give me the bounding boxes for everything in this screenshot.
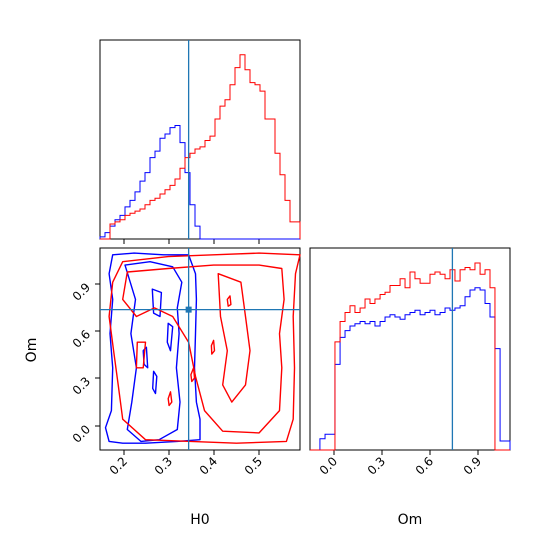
joint-x-tick-labels: 0.2 0.3 0.4 0.5	[107, 454, 265, 477]
joint-contour-red-3	[135, 341, 147, 369]
om-marginal-tick-label-0: 0.0	[317, 454, 340, 477]
h0-hist-series-1	[100, 54, 301, 240]
joint-truth-marker	[185, 306, 192, 313]
joint-y-ticks	[95, 283, 100, 427]
joint-y-tick-label-0: 0.0	[70, 422, 93, 445]
h0-marginal-x-ticks	[123, 239, 260, 244]
joint-contour-red-4	[210, 339, 216, 355]
om-axis-label: Om	[24, 338, 40, 363]
om-marginal-tick-label-2: 0.6	[413, 454, 436, 477]
joint-x-ticks	[123, 450, 260, 455]
om-marginal-tick-label-1: 0.3	[365, 454, 388, 477]
om-marginal-tick-label-3: 0.9	[461, 454, 484, 477]
om-hist-series-0	[310, 287, 511, 451]
joint-contour-blue-0	[104, 252, 201, 444]
om-marginal-x-ticks	[333, 450, 479, 455]
joint-contour-red-7	[190, 367, 196, 383]
joint-contour-red-6	[226, 295, 232, 307]
joint-frame	[99, 247, 301, 451]
joint-y-tick-label-3: 0.9	[70, 280, 93, 303]
joint-contour-red-0	[108, 252, 301, 444]
h0-hist-series-0	[99, 124, 300, 240]
joint-x-tick-label-1: 0.3	[152, 454, 175, 477]
joint-x-tick-label-2: 0.4	[197, 454, 220, 477]
joint-contour-blue-3	[166, 322, 174, 352]
joint-contour-red-1	[121, 264, 285, 434]
joint-x-tick-label-3: 0.5	[242, 454, 265, 477]
om-marginal-axis-label: Om	[398, 512, 423, 528]
joint-contour-red-2	[217, 273, 251, 403]
h0-om-joint-panel: 0.2 0.3 0.4 0.5 0.0 0.3 0.6 0.9 H0 Om	[24, 247, 301, 528]
joint-y-tick-label-2: 0.6	[70, 327, 93, 350]
h0-axis-label: H0	[190, 512, 209, 528]
joint-contour-blue-1	[124, 261, 183, 443]
om-marginal-x-tick-labels: 0.0 0.3 0.6 0.9	[317, 454, 484, 477]
h0-marginal-panel	[99, 39, 301, 244]
joint-y-tick-labels: 0.0 0.3 0.6 0.9	[70, 280, 93, 445]
om-marginal-panel: 0.0 0.3 0.6 0.9 Om	[309, 247, 511, 528]
joint-contour-blue-2	[151, 288, 163, 318]
joint-contour-blue-5	[151, 370, 158, 395]
h0-marginal-frame	[99, 39, 301, 240]
om-hist-series-1	[310, 262, 510, 451]
joint-y-tick-label-1: 0.3	[70, 374, 93, 397]
joint-contour-red-5	[167, 391, 173, 407]
joint-x-tick-label-0: 0.2	[107, 454, 130, 477]
om-marginal-frame	[309, 247, 511, 451]
